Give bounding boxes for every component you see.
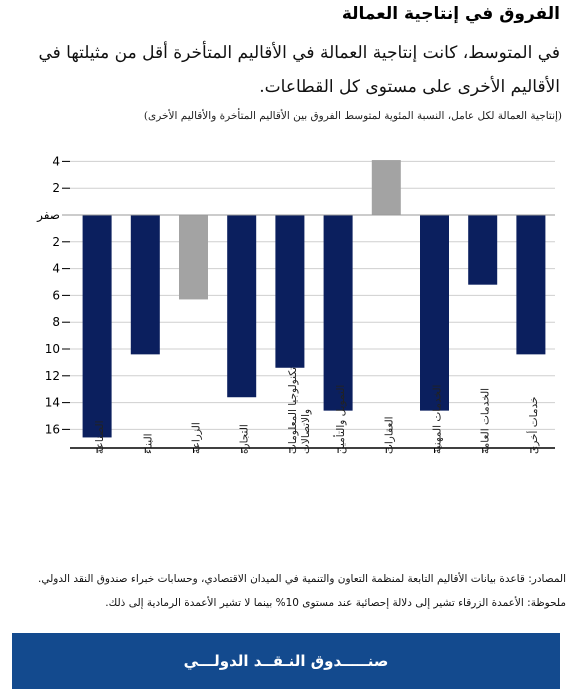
bar — [275, 215, 305, 368]
y-tick-label: صفر — [36, 208, 60, 223]
bar — [179, 215, 208, 300]
bar — [323, 215, 353, 411]
y-tick-label: 12 — [45, 369, 60, 383]
significance-note: ملحوظة: الأعمدة الزرقاء تشير إلى دلالة إ… — [105, 597, 566, 609]
y-tick-label: 14 — [45, 396, 60, 410]
bars — [82, 160, 546, 438]
x-tick-label-group: الزراعة — [191, 422, 203, 454]
axes — [62, 160, 555, 453]
x-tick-label-group: الخدمات المهنية — [432, 384, 444, 454]
x-tick-label-group: التجارة — [239, 424, 251, 454]
x-tick-label: التمويل والتأمين — [333, 385, 347, 454]
y-tick-label: 4 — [52, 154, 60, 168]
x-tick-label-group: خدمات أخرى — [526, 397, 540, 454]
bar — [420, 215, 449, 411]
x-tick-label: تكنولوجيا المعلومات — [287, 367, 299, 454]
x-tick-label: الزراعة — [191, 422, 203, 454]
x-tick-label: والاتصالات — [300, 409, 312, 454]
y-tick-label: 2 — [52, 181, 60, 195]
x-tick-label: العقارات — [383, 416, 395, 454]
x-tick-label: الخدمات العامة — [480, 388, 492, 454]
chart-title: الفروق في إنتاجية العمالة — [341, 4, 560, 24]
y-tick-label: 6 — [52, 288, 60, 302]
unit-note: (إنتاجية العمالة لكل عامل، النسبة المئوي… — [143, 110, 562, 122]
imf-brand-banner: صنـــــدوق النـقــد الدولـــي — [12, 633, 560, 689]
bar — [468, 215, 498, 285]
x-tick-label-group: التمويل والتأمين — [333, 385, 347, 454]
x-tick-label-group: البناء — [142, 433, 154, 454]
y-tick-labels: 4 2 صفر 2 4 6 8 10 12 14 16 — [36, 154, 60, 436]
x-tick-label: الخدمات المهنية — [432, 384, 444, 454]
y-tick-label: 8 — [52, 315, 60, 329]
x-tick-label-group: الصناعة — [94, 420, 106, 454]
y-tick-label: 16 — [45, 422, 60, 436]
brand-label: صنـــــدوق النـقــد الدولـــي — [183, 652, 389, 670]
x-tick-label-group: الخدمات العامة — [480, 388, 492, 454]
y-tick-label: 10 — [45, 342, 60, 356]
y-tick-label: 4 — [52, 262, 60, 276]
x-tick-label-group: تكنولوجيا المعلومات والاتصالات — [287, 367, 312, 454]
bar — [516, 215, 546, 355]
x-tick-label: خدمات أخرى — [526, 397, 540, 454]
bar — [371, 160, 401, 215]
x-tick-labels: الصناعة البناء الزراعة التجارة تكنولوجيا الم… — [94, 367, 540, 454]
x-tick-label: التجارة — [239, 424, 251, 454]
source-note: المصادر: قاعدة بيانات الأقاليم التابعة ل… — [38, 573, 566, 585]
x-tick-label-group: العقارات — [383, 416, 395, 454]
bar — [227, 215, 257, 398]
x-tick-label: الصناعة — [94, 420, 106, 454]
x-tick-label: البناء — [142, 433, 154, 454]
chart-subtitle: في المتوسط، كانت إنتاجية العمالة في الأق… — [38, 43, 560, 97]
bar — [130, 215, 160, 355]
bar — [82, 215, 112, 438]
y-tick-label: 2 — [52, 235, 60, 249]
